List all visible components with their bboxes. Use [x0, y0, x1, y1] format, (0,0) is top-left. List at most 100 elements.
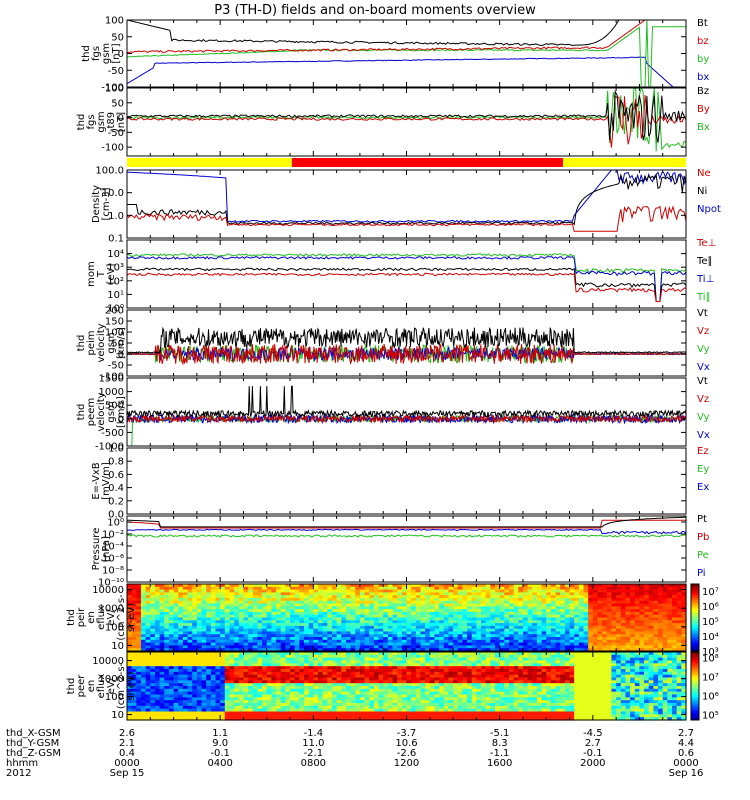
heatmap-cell: [243, 623, 249, 627]
heatmap-cell: [560, 623, 566, 627]
heatmap-cell: [648, 648, 654, 652]
heatmap-cell: [378, 634, 384, 638]
heatmap-cell: [341, 631, 347, 635]
heatmap-cell: [136, 637, 142, 641]
heatmap-cell: [252, 666, 259, 670]
heatmap-cell: [210, 634, 217, 638]
heatmap-cell: [234, 648, 240, 652]
heatmap-cell: [224, 620, 231, 624]
heatmap-cell: [192, 584, 198, 588]
heatmap-cell: [518, 634, 524, 638]
heatmap-cell: [620, 609, 627, 613]
heatmap-cell: [127, 705, 133, 710]
heatmap-cell: [397, 637, 403, 641]
heatmap-cell: [210, 714, 217, 718]
heatmap-cell: [425, 620, 431, 624]
heatmap-cell: [387, 671, 394, 676]
y-tick-label: -50: [108, 128, 124, 139]
heatmap-cell: [294, 589, 300, 593]
heatmap-cell: [331, 717, 338, 721]
heatmap-cell: [345, 597, 352, 602]
colorbar-cell: [691, 588, 699, 592]
heatmap-cell: [192, 708, 198, 713]
heatmap-cell: [285, 652, 291, 656]
heatmap-cell: [131, 597, 137, 602]
heatmap-cell: [359, 628, 366, 633]
heatmap-cell: [639, 648, 645, 652]
series-line: [126, 519, 686, 529]
heatmap-cell: [234, 717, 240, 721]
heatmap-cell: [136, 680, 142, 684]
heatmap-cell: [508, 595, 515, 599]
heatmap-cell: [262, 660, 268, 664]
heatmap-cell: [588, 595, 594, 599]
colorbar-cell: [691, 590, 699, 594]
heatmap-cell: [182, 631, 189, 635]
heatmap-cell: [532, 639, 538, 644]
heatmap-cell: [243, 686, 249, 690]
heatmap-cell: [499, 637, 505, 641]
heatmap-cell: [234, 600, 240, 605]
heatmap-cell: [658, 609, 664, 613]
heatmap-cell: [308, 603, 314, 607]
heatmap-cell: [634, 606, 641, 610]
heatmap-cell: [504, 648, 510, 652]
heatmap-cell: [485, 600, 491, 605]
heatmap-cell: [196, 603, 203, 607]
heatmap-cell: [527, 584, 533, 588]
heatmap-cell: [481, 623, 487, 627]
heatmap-cell: [550, 584, 557, 588]
heatmap-cell: [196, 606, 203, 610]
heatmap-cell: [564, 614, 571, 619]
heatmap-cell: [262, 617, 268, 621]
heatmap-cell: [606, 614, 613, 619]
heatmap-cell: [667, 648, 673, 652]
heatmap-cell: [359, 645, 366, 649]
y-tick-label: 0: [118, 414, 124, 425]
heatmap-cell: [159, 688, 165, 693]
heatmap-cell: [178, 663, 184, 667]
heatmap-cell: [331, 617, 338, 621]
heatmap-cell: [443, 625, 450, 630]
heatmap-cell: [485, 628, 491, 633]
heatmap-cell: [387, 717, 394, 721]
heatmap-cell: [150, 691, 156, 696]
heatmap-cell: [485, 645, 491, 649]
heatmap-cell: [150, 623, 156, 627]
heatmap-cell: [527, 606, 533, 610]
heatmap-cell: [345, 669, 352, 673]
heatmap-cell: [602, 589, 608, 593]
heatmap-cell: [187, 654, 193, 659]
heatmap-cell: [238, 623, 245, 627]
heatmap-cell: [154, 717, 161, 721]
heatmap-cell: [182, 671, 189, 676]
heatmap-cell: [136, 654, 142, 659]
heatmap-cell: [304, 620, 310, 624]
heatmap-cell: [262, 642, 268, 647]
heatmap-cell: [299, 631, 305, 635]
heatmap-cell: [518, 648, 524, 652]
heatmap-cell: [294, 620, 300, 624]
heatmap-cell: [560, 628, 566, 633]
heatmap-cell: [234, 691, 240, 696]
heatmap-cell: [154, 628, 161, 633]
heatmap-cell: [406, 589, 412, 593]
heatmap-cell: [499, 623, 505, 627]
heatmap-cell: [383, 597, 389, 602]
heatmap-cell: [667, 625, 673, 630]
heatmap-cell: [159, 642, 165, 647]
heatmap-cell: [201, 688, 207, 693]
heatmap-cell: [196, 691, 203, 696]
heatmap-cell: [127, 623, 133, 627]
heatmap-cell: [224, 697, 231, 701]
heatmap-cell: [420, 586, 426, 591]
heatmap-cell: [290, 683, 296, 687]
heatmap-cell: [290, 700, 296, 704]
heatmap-cell: [322, 688, 328, 693]
heatmap-cell: [341, 666, 347, 670]
heatmap-cell: [243, 666, 249, 670]
heatmap-cell: [252, 657, 259, 662]
heatmap-cell: [522, 609, 529, 613]
heatmap-cell: [127, 637, 133, 641]
heatmap-cell: [308, 657, 314, 662]
